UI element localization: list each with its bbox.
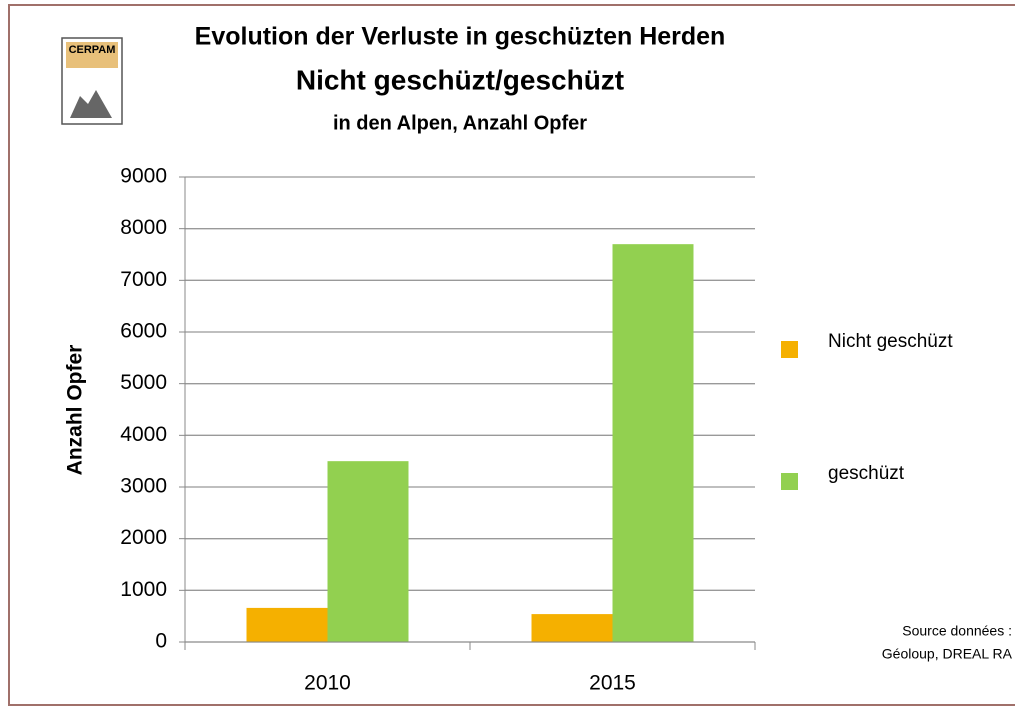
y-tick-label: 1000	[120, 578, 167, 601]
chart-subtitle-2: in den Alpen, Anzahl Opfer	[333, 112, 587, 134]
chart-subtitle: Nicht geschüzt/geschüzt	[296, 64, 624, 95]
legend-label: geschüzt	[828, 463, 905, 484]
logo-band	[66, 42, 118, 68]
y-tick-label: 5000	[120, 371, 167, 394]
y-axis-label: Anzahl Opfer	[64, 345, 87, 476]
y-tick-label: 7000	[120, 268, 167, 291]
y-tick-label: 2000	[120, 526, 167, 549]
x-tick-label: 2015	[589, 672, 636, 695]
source-note: Source données :	[902, 623, 1012, 639]
y-tick-label: 8000	[120, 216, 167, 239]
frame	[8, 4, 1015, 706]
bar	[327, 461, 409, 642]
logo: CERPAM	[61, 37, 123, 125]
bar	[612, 244, 694, 642]
y-tick-label: 3000	[120, 475, 167, 498]
y-tick-label: 4000	[120, 423, 167, 446]
logo-text: CERPAM	[69, 44, 116, 56]
legend-label: Nicht geschüzt	[828, 331, 953, 352]
y-tick-label: 0	[155, 630, 167, 653]
chart-title: Evolution der Verluste in geschüzten Her…	[195, 23, 726, 51]
legend-swatch	[781, 341, 798, 358]
source-note: Géoloup, DREAL RA	[882, 646, 1013, 662]
y-tick-label: 9000	[120, 165, 167, 188]
bar	[531, 614, 613, 642]
legend-swatch	[781, 473, 798, 490]
y-tick-label: 6000	[120, 320, 167, 343]
bar	[246, 607, 328, 642]
logo-figure	[70, 90, 112, 118]
x-tick-label: 2010	[304, 672, 351, 695]
